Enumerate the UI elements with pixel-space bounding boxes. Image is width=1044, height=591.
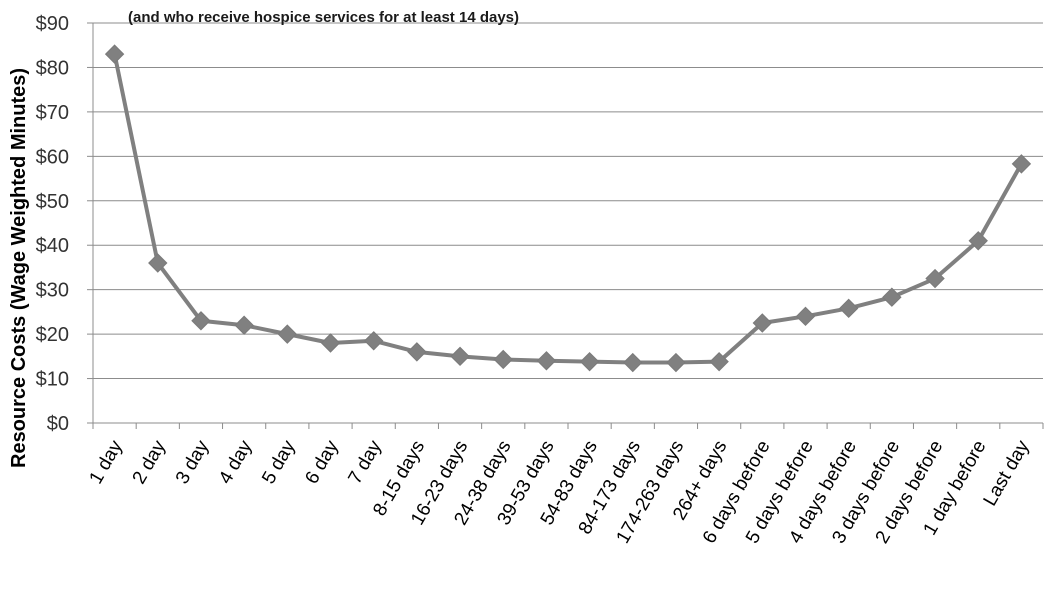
data-point	[579, 351, 600, 372]
data-point	[666, 352, 686, 373]
series-line	[112, 53, 1024, 365]
y-tick-label: $80	[36, 57, 69, 79]
data-point	[234, 315, 254, 335]
y-tick-label: $90	[36, 13, 69, 35]
data-point	[709, 351, 729, 372]
x-tick-label: 5 day	[258, 437, 300, 488]
x-tick-labels: 1 day 2 day 3 day 4 day 5 day 6 day 7 day8-15 …	[85, 437, 1033, 548]
data-point	[1011, 154, 1032, 174]
x-tick-label: 6 day	[301, 437, 343, 488]
y-tick-label: $60	[36, 146, 69, 168]
y-tick-label: $20	[36, 324, 69, 346]
y-tick-label: $40	[36, 235, 69, 257]
data-point	[925, 268, 945, 289]
data-point	[838, 298, 859, 319]
data-point	[968, 231, 988, 251]
axes	[87, 22, 1044, 429]
data-point	[148, 253, 168, 273]
data-point	[536, 351, 557, 371]
x-tick-label: 2 day	[129, 437, 171, 488]
data-point	[407, 342, 427, 362]
data-point	[795, 306, 816, 327]
y-tick-label: $10	[36, 369, 69, 391]
y-tick-label: $50	[36, 191, 69, 213]
data-point	[450, 346, 470, 367]
y-tick-label: $70	[36, 102, 69, 124]
data-point	[320, 333, 341, 353]
y-tick-labels: $0 $10 $20 $30 $40 $50 $60 $70 $80 $90	[36, 13, 69, 435]
gridlines	[93, 22, 1043, 380]
data-series	[104, 44, 1032, 373]
x-tick-label: 7 day	[345, 437, 387, 488]
data-point	[191, 311, 211, 331]
data-point	[493, 349, 513, 370]
data-point	[363, 331, 384, 351]
chart-subtitle: (and who receive hospice services for at…	[128, 9, 520, 26]
data-point	[752, 313, 773, 333]
data-point	[104, 44, 125, 64]
x-tick-label: 4 day	[215, 437, 257, 488]
y-tick-label: $30	[36, 280, 69, 302]
y-tick-label: $0	[47, 413, 69, 435]
data-point	[882, 287, 902, 307]
y-axis-label: Resource Costs (Wage Weighted Minutes)	[8, 67, 30, 468]
data-point	[277, 324, 298, 344]
x-tick-label: 1 day	[85, 437, 127, 488]
data-point	[623, 352, 643, 373]
x-tick-label: 3 day	[172, 437, 214, 488]
